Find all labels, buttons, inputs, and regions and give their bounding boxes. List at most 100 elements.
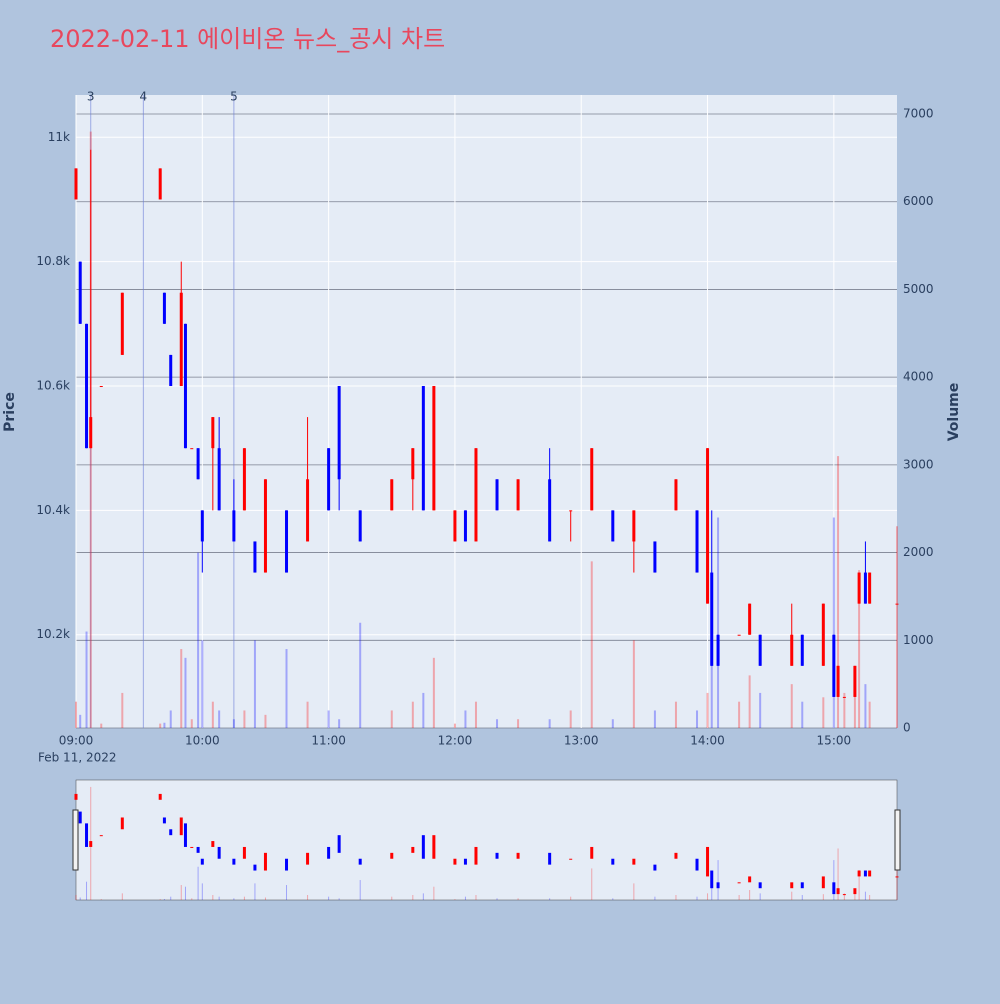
- y-tick-label: 10.2k: [36, 627, 70, 641]
- slider-candle: [790, 882, 794, 889]
- volume-bar: [674, 701, 677, 728]
- candle-body: [411, 448, 415, 480]
- volume-bar: [864, 684, 867, 728]
- slider-volume-bar: [412, 895, 414, 900]
- slider-volume-bar: [454, 899, 456, 900]
- slider-candle: [190, 846, 194, 848]
- candle-body: [99, 386, 103, 388]
- x-tick-label: 11:00: [311, 734, 346, 748]
- volume-bar: [253, 640, 256, 728]
- slider-candle: [327, 846, 331, 859]
- slider-volume-bar: [633, 883, 635, 900]
- volume-bar: [837, 456, 840, 728]
- candle-body: [78, 261, 82, 324]
- candle-body: [421, 386, 425, 511]
- candle-body: [179, 292, 183, 387]
- candle-body: [162, 292, 166, 324]
- slider-volume-bar: [517, 898, 519, 900]
- candle-body: [217, 448, 221, 511]
- volume-bar: [801, 701, 804, 728]
- volume-bar: [85, 631, 88, 728]
- slider-candle: [653, 864, 657, 871]
- slider-candle: [548, 852, 552, 865]
- chart-title: 2022-02-11 에이비온 뉴스_공시 차트: [50, 25, 445, 53]
- slider-volume-bar: [464, 896, 466, 900]
- slider-volume-bar: [218, 896, 220, 900]
- slider-volume-bar: [254, 883, 256, 900]
- slider-candle: [263, 852, 267, 871]
- volume-bar: [243, 710, 246, 728]
- volume-bar: [453, 723, 456, 728]
- candle-body: [863, 572, 867, 604]
- slider-volume-bar: [570, 896, 572, 900]
- candle-body: [196, 448, 200, 480]
- slider-volume-bar: [328, 896, 330, 900]
- slider-candle: [78, 811, 82, 824]
- slider-handle-left[interactable]: [72, 809, 79, 871]
- volume-bar: [422, 692, 425, 728]
- slider-volume-bar: [749, 890, 751, 900]
- x-tick-label: 14:00: [690, 734, 725, 748]
- range-slider[interactable]: [75, 779, 898, 901]
- slider-volume-bar: [759, 893, 761, 900]
- candle-body: [821, 603, 825, 666]
- volume-bar: [517, 719, 520, 728]
- volume-bar: [211, 701, 214, 728]
- candle-body: [263, 479, 267, 573]
- candle-body: [868, 572, 872, 604]
- slider-candle: [474, 846, 478, 865]
- slider-candle: [242, 846, 246, 859]
- slider-candle: [674, 852, 678, 859]
- volume-bar: [169, 710, 172, 728]
- volume-bar: [79, 714, 82, 728]
- slider-candle: [285, 858, 289, 871]
- slider-candle: [495, 852, 499, 859]
- slider-candle: [432, 835, 436, 859]
- annotation-label: 5: [230, 90, 238, 104]
- slider-volume-bar: [833, 860, 835, 900]
- volume-bar: [590, 561, 593, 728]
- candle-body: [842, 696, 846, 698]
- slider-volume-bar: [858, 870, 860, 900]
- slider-volume-bar: [654, 896, 656, 900]
- slider-volume-bar: [191, 898, 193, 900]
- volume-bar: [611, 719, 614, 728]
- volume-bar: [159, 723, 162, 728]
- x-tick-label: 15:00: [817, 734, 852, 748]
- slider-volume-bar: [338, 898, 340, 900]
- candle-body: [706, 448, 710, 604]
- candle-body: [306, 479, 310, 542]
- volume-bar: [218, 710, 221, 728]
- slider-candle: [89, 841, 93, 847]
- slider-candle: [821, 876, 825, 889]
- candle-body: [158, 168, 162, 200]
- slider-candle: [421, 835, 425, 859]
- slider-volume-bar: [711, 886, 713, 900]
- slider-candle: [211, 841, 215, 847]
- candle-body: [895, 603, 899, 605]
- candle-body: [453, 510, 457, 542]
- slider-candle: [463, 858, 467, 865]
- slider-candle: [179, 817, 183, 836]
- candle-body: [190, 448, 194, 450]
- candle-body: [611, 510, 615, 542]
- slider-handle-right[interactable]: [894, 809, 901, 871]
- volume-bar: [822, 697, 825, 728]
- candle-body: [800, 634, 804, 666]
- volume-bar: [264, 714, 267, 728]
- slider-volume-bar: [864, 891, 866, 900]
- slider-volume-bar: [243, 896, 245, 900]
- x-tick-label: 13:00: [564, 734, 599, 748]
- plot-area: [76, 95, 897, 728]
- candle-body: [337, 386, 341, 480]
- slider-volume-bar: [717, 860, 719, 900]
- slider-candle: [390, 852, 394, 859]
- volume-bar: [696, 710, 699, 728]
- candle-body: [748, 603, 752, 635]
- volume-bar: [853, 692, 856, 728]
- volume-bar: [843, 692, 846, 728]
- slider-volume-bar: [869, 895, 871, 900]
- slider-volume-bar: [359, 880, 361, 900]
- slider-volume-bar: [212, 895, 214, 900]
